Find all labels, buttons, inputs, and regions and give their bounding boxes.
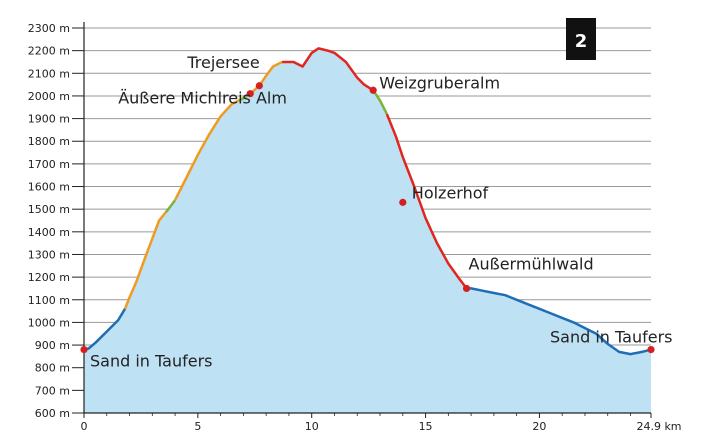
waypoint-label: Sand in Taufers (90, 352, 212, 371)
waypoint-marker (255, 82, 263, 90)
waypoint-label: Weizgruberalm (379, 73, 500, 92)
badge-number: 2 (575, 31, 588, 52)
waypoint-label: Holzerhof (412, 183, 489, 202)
y-tick-label: 700 m (35, 384, 70, 397)
y-tick-label: 2000 m (28, 90, 70, 103)
route-segment (165, 199, 177, 213)
waypoint-label: Außermühlwald (469, 254, 594, 273)
route-segment (282, 47, 374, 92)
waypoint-label: Trejersee (186, 53, 259, 72)
y-tick-label: 2300 m (28, 22, 70, 35)
waypoint-marker (462, 284, 471, 293)
y-tick-label: 1000 m (28, 316, 70, 329)
waypoint-markers (80, 82, 655, 354)
elevation-area (84, 48, 651, 414)
y-tick-label: 1500 m (28, 203, 70, 216)
y-tick-label: 900 m (35, 339, 70, 352)
route-number-badge: 2 (566, 18, 596, 60)
x-tick-label: 20 (532, 420, 546, 433)
y-tick-label: 1400 m (28, 226, 70, 239)
route-segment (249, 60, 283, 95)
route-segment (83, 308, 127, 351)
waypoint-marker (399, 198, 407, 206)
route-segment (173, 99, 240, 201)
route-line (83, 47, 652, 356)
route-segment (372, 89, 389, 115)
y-tick-label: 1300 m (28, 248, 70, 261)
x-tick-label: 24.9 km (636, 420, 681, 433)
waypoint-marker (369, 86, 377, 94)
waypoint-label: Äußere Michlreis Alm (118, 89, 287, 108)
x-tick-label: 0 (81, 420, 88, 433)
y-tick-label: 1200 m (28, 271, 70, 284)
route-segment (123, 211, 167, 310)
x-tick-label: 10 (305, 420, 319, 433)
y-tick-label: 1700 m (28, 158, 70, 171)
y-tick-label: 1900 m (28, 113, 70, 126)
route-segment (466, 287, 652, 356)
y-tick-label: 1800 m (28, 135, 70, 148)
badge-background (566, 18, 596, 60)
waypoint-marker (246, 90, 254, 98)
y-axis-tick-labels: 2300 m 2200 m 2100 m 2000 m 1900 m 1800 m 1700… (28, 22, 84, 420)
y-tick-label: 600 m (35, 407, 70, 420)
waypoint-label: Sand in Taufers (550, 328, 672, 347)
waypoint-marker (647, 345, 655, 354)
y-tick-label: 800 m (35, 362, 70, 375)
x-tick-label: 15 (419, 420, 433, 433)
waypoint-labels: Sand in Taufers Äußere Michlreis Alm Treje… (90, 53, 672, 371)
x-tick-label: 5 (194, 420, 201, 433)
waypoint-marker (80, 345, 88, 354)
route-segment (385, 113, 468, 290)
y-tick-label: 2200 m (28, 45, 70, 58)
y-tick-label: 2100 m (28, 67, 70, 80)
y-tick-label: 1600 m (28, 181, 70, 194)
y-tick-label: 1100 m (28, 294, 70, 307)
